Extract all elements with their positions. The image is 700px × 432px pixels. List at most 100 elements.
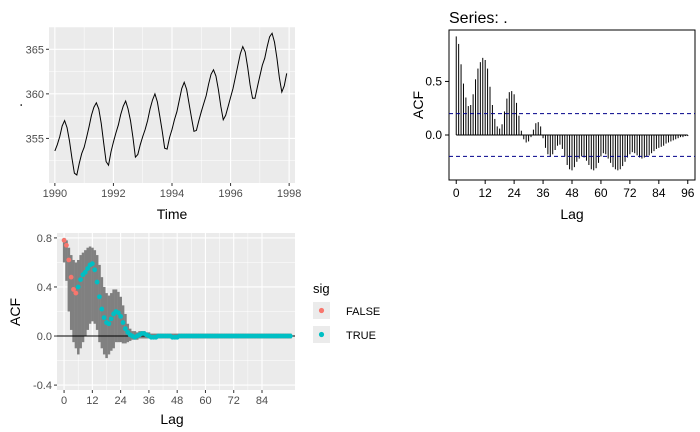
acf-gg-point (71, 287, 76, 292)
acf-gg-x-tick-label: 36 (143, 395, 155, 407)
acf-gg-bar (79, 255, 82, 349)
acf-gg-point (73, 290, 79, 296)
acf-gg-point (78, 277, 83, 283)
acf-gg-data-layer (57, 237, 295, 359)
acf-gg-bar (102, 286, 106, 355)
acf-gg-axes: 0 12 24 36 48 60 72 84 -0.4 0.0 0.4 0.8 (33, 233, 268, 407)
time-series-x-tick-label: 1996 (218, 188, 242, 200)
acf-gg-point (61, 237, 67, 243)
acf-gg-bar (67, 247, 71, 312)
acf-gg-point (89, 261, 95, 267)
legend-key-true-dot (318, 331, 325, 338)
acf-gg-point (122, 326, 128, 332)
time-series-y-axis-title: . (9, 103, 25, 107)
acf-gg-y-tick-label: 0.4 (37, 282, 52, 294)
acf-gg-bar (77, 259, 80, 355)
acf-base-x-axis-title: Lag (560, 206, 583, 222)
acf-base-title: Series: . (449, 10, 508, 27)
acf-gg-bar (88, 246, 92, 324)
acf-gg-point (97, 294, 102, 300)
acf-gg-y-tick-label: 0.0 (37, 331, 52, 343)
acf-gg-point (85, 266, 91, 271)
acf-gg-x-tick-label: 72 (228, 395, 240, 407)
acf-base-x-tick-label: 60 (594, 186, 608, 200)
acf-base-y-tick-label: 0.5 (425, 74, 442, 88)
acf-gg-bar (72, 259, 75, 343)
acf-gg-point (101, 315, 107, 321)
time-series-line-layer (54, 32, 288, 176)
time-series-y-tick-label: 365 (26, 44, 44, 56)
acf-base-x-tick-label: 72 (623, 186, 637, 200)
time-series-x-tick-label: 1992 (101, 188, 125, 200)
time-series-gridlines (49, 26, 295, 183)
acf-gg-bar (74, 262, 78, 349)
acf-gg-point (99, 306, 105, 312)
acf-gg-point (94, 279, 100, 285)
time-series-x-tick-label: 1990 (43, 188, 67, 200)
acf-base-panel: Series: . 0 12 24 36 48 60 72 84 96 0.0 0.5 Lag AC… (410, 10, 696, 222)
acf-gg-panel: 0 12 24 36 48 60 72 84 -0.4 0.0 0.4 0.8 Lag ACF (7, 233, 295, 427)
acf-gg-bar (95, 255, 99, 330)
acf-gg-bar (112, 289, 115, 349)
acf-gg-bar (81, 252, 85, 343)
acf-base-x-tick-label: 24 (507, 186, 521, 200)
acf-gg-x-tick-label: 60 (199, 395, 211, 407)
acf-gg-x-tick-label: 12 (86, 395, 98, 407)
acf-gg-point (68, 274, 74, 280)
acf-base-x-tick-label: 96 (681, 186, 695, 200)
acf-gg-bar (62, 237, 66, 263)
acf-gg-point (120, 320, 126, 325)
acf-gg-bar (105, 293, 108, 359)
acf-gg-x-tick-label: 48 (171, 395, 183, 407)
time-series-x-tick-label: 1994 (160, 188, 184, 200)
acf-gg-bar (93, 250, 97, 324)
legend-key-false-dot (318, 307, 325, 314)
time-series-panel: 1990 1992 1994 1996 1998 355 360 365 Time . (9, 26, 302, 222)
acf-base-y-tick-label: 0.0 (425, 128, 442, 142)
acf-gg-bar (84, 250, 87, 337)
acf-gg-point (118, 314, 124, 319)
acf-gg-x-tick-label: 0 (61, 395, 67, 407)
acf-gg-point (82, 269, 88, 275)
acf-gg-point (115, 310, 121, 316)
acf-gg-y-axis-title: ACF (7, 298, 23, 326)
acf-gg-bar (100, 277, 104, 349)
acf-gg-y-tick-label: 0.8 (37, 233, 52, 245)
acf-gg-bar (119, 296, 123, 343)
sig-legend: sig FALSE TRUE (313, 281, 380, 343)
acf-gg-x-tick-label: 24 (114, 395, 126, 407)
acf-base-x-tick-label: 48 (565, 186, 579, 200)
acf-gg-bar (91, 247, 94, 322)
time-series-x-axis-title: Time (157, 206, 188, 222)
acf-gg-bar (69, 255, 73, 330)
acf-gg-y-tick-label: -0.4 (33, 380, 52, 392)
acf-gg-point (108, 316, 114, 322)
acf-base-axes: 0 12 24 36 48 60 72 84 96 0.0 0.5 (425, 74, 694, 200)
acf-base-bars-layer (449, 36, 695, 171)
acf-gg-x-tick-label: 84 (256, 395, 268, 407)
time-series-axes: 1990 1992 1994 1996 1998 355 360 365 (26, 44, 302, 200)
acf-gg-point (287, 333, 293, 339)
acf-base-x-tick-label: 12 (478, 186, 492, 200)
acf-gg-point (64, 242, 69, 248)
acf-gg-bar (110, 293, 113, 351)
legend-label-false: FALSE (346, 306, 380, 318)
acf-base-x-tick-label: 0 (453, 186, 460, 200)
time-series-y-tick-label: 360 (26, 89, 44, 101)
acf-gg-point (106, 321, 112, 327)
acf-gg-point (75, 284, 81, 290)
acf-base-y-axis-title: ACF (410, 91, 426, 119)
acf-base-x-tick-label: 84 (652, 186, 666, 200)
legend-title: sig (313, 281, 330, 296)
acf-gg-bar (98, 264, 101, 343)
acf-base-x-tick-label: 36 (536, 186, 550, 200)
acf-gg-bar (114, 289, 118, 343)
acf-gg-bar (86, 247, 90, 330)
legend-label-true: TRUE (346, 330, 376, 342)
time-series-y-tick-label: 355 (26, 133, 44, 145)
acf-gg-x-axis-title: Lag (160, 411, 183, 427)
time-series-line (54, 32, 288, 176)
acf-gg-point (66, 257, 72, 263)
time-series-x-tick-label: 1998 (277, 188, 301, 200)
